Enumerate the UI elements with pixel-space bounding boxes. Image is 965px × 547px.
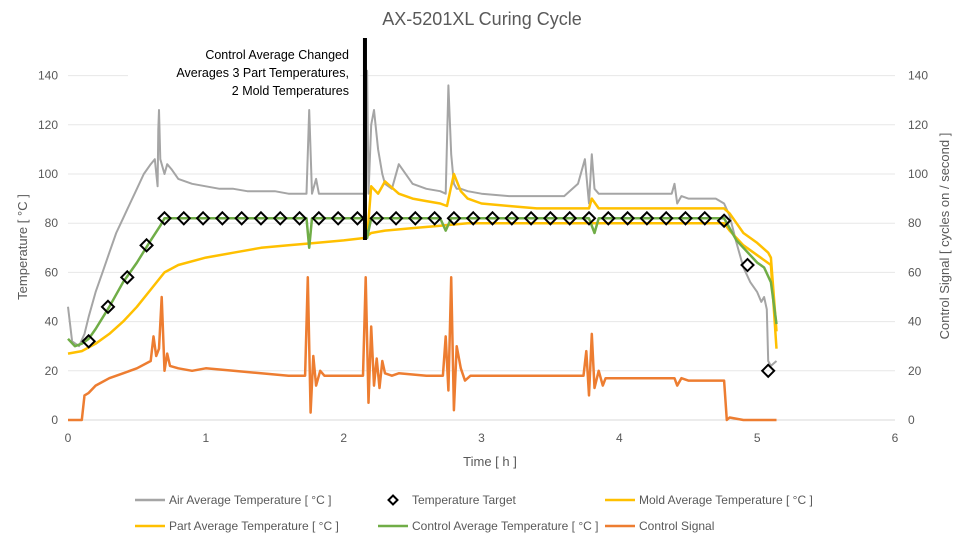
target-marker	[427, 210, 443, 226]
legend-item: Control Average Temperature [ °C ]	[378, 519, 598, 533]
y2-tick-label: 80	[908, 216, 922, 230]
y-tick-label: 100	[38, 167, 58, 181]
target-marker	[504, 210, 520, 226]
y2-tick-label: 0	[908, 413, 915, 427]
y-tick-label: 60	[45, 265, 59, 279]
x-tick-label: 6	[892, 431, 899, 445]
y2-tick-label: 20	[908, 364, 922, 378]
x-axis-ticks: 0 1 2 3 4 5 6	[65, 431, 899, 445]
y-tick-label: 40	[45, 315, 59, 329]
target-marker	[139, 237, 154, 253]
legend-label: Mold Average Temperature [ °C ]	[639, 493, 813, 507]
legend-swatch	[387, 494, 399, 506]
series-line	[67, 69, 778, 367]
annotation: Control Average Changed Averages 3 Part T…	[127, 38, 367, 240]
target-marker	[81, 333, 97, 349]
series-line	[67, 217, 778, 348]
y2-axis-label: Control Signal [ cycles on / second ]	[937, 133, 952, 340]
target-marker	[740, 257, 755, 273]
x-tick-label: 3	[478, 431, 485, 445]
legend-label: Control Average Temperature [ °C ]	[412, 519, 598, 533]
y-tick-label: 20	[45, 364, 59, 378]
y2-tick-label: 60	[908, 265, 922, 279]
target-marker	[523, 210, 539, 226]
y2-tick-label: 120	[908, 118, 928, 132]
target-marker	[658, 210, 674, 226]
x-tick-label: 5	[754, 431, 761, 445]
target-marker	[253, 210, 269, 226]
series-3	[365, 172, 778, 332]
y-tick-label: 120	[38, 118, 58, 132]
target-marker	[639, 210, 655, 226]
y-tick-label: 140	[38, 69, 58, 83]
target-marker	[350, 210, 365, 226]
series-line	[68, 276, 777, 422]
target-marker	[157, 210, 172, 226]
target-marker	[485, 210, 500, 226]
target-marker	[407, 210, 423, 226]
series-5	[68, 276, 777, 422]
x-tick-label: 1	[202, 431, 209, 445]
target-marker	[100, 299, 116, 315]
annotation-line: 2 Mold Temperatures	[232, 84, 349, 98]
legend-item: Part Average Temperature [ °C ]	[135, 519, 339, 533]
target-marker	[716, 213, 732, 229]
series-line	[365, 172, 778, 332]
chart-title: AX-5201XL Curing Cycle	[382, 9, 581, 29]
legend: Air Average Temperature [ °C ] Temperatur…	[135, 493, 813, 533]
target-marker	[581, 210, 597, 226]
x-tick-label: 2	[340, 431, 347, 445]
target-marker	[678, 210, 693, 226]
target-marker	[600, 210, 616, 226]
legend-label: Air Average Temperature [ °C ]	[169, 493, 331, 507]
target-marker	[543, 210, 558, 226]
y-axis-label: Temperature [ °C ]	[15, 194, 30, 300]
target-marker	[119, 269, 135, 285]
y2-axis-ticks: 0 20 40 60 80 100 120 140	[908, 69, 928, 427]
target-marker	[176, 210, 192, 226]
target-marker	[388, 210, 404, 226]
target-marker	[234, 210, 250, 226]
y2-tick-label: 40	[908, 315, 922, 329]
legend-label: Control Signal	[639, 519, 714, 533]
legend-item: Air Average Temperature [ °C ]	[135, 493, 331, 507]
annotation-line: Averages 3 Part Temperatures,	[176, 66, 349, 80]
target-marker	[697, 210, 713, 226]
legend-item: Control Signal	[605, 519, 714, 533]
target-marker	[195, 210, 211, 226]
x-tick-label: 0	[65, 431, 72, 445]
target-marker	[214, 210, 230, 226]
target-marker	[330, 210, 346, 226]
target-marker	[446, 210, 462, 226]
annotation-backing	[127, 43, 360, 97]
target-marker	[292, 210, 307, 226]
series-4	[67, 217, 778, 348]
y-axis-ticks: 0 20 40 60 80 100 120 140	[38, 69, 58, 427]
target-marker	[369, 210, 385, 226]
legend-item: Temperature Target	[387, 493, 517, 507]
target-marker	[272, 210, 288, 226]
target-marker	[620, 210, 636, 226]
legend-label: Part Average Temperature [ °C ]	[169, 519, 339, 533]
x-tick-label: 4	[616, 431, 623, 445]
series-0	[67, 69, 778, 367]
target-marker	[760, 363, 776, 379]
target-marker	[311, 210, 327, 226]
annotation-line: Control Average Changed	[205, 48, 349, 62]
target-marker	[562, 210, 578, 226]
legend-item: Mold Average Temperature [ °C ]	[605, 493, 813, 507]
y2-tick-label: 140	[908, 69, 928, 83]
y2-tick-label: 100	[908, 167, 928, 181]
y-tick-label: 80	[45, 216, 59, 230]
x-axis-label: Time [ h ]	[463, 454, 517, 469]
legend-label: Temperature Target	[412, 493, 517, 507]
target-marker	[465, 210, 481, 226]
series-1	[81, 210, 776, 379]
y-tick-label: 0	[51, 413, 58, 427]
